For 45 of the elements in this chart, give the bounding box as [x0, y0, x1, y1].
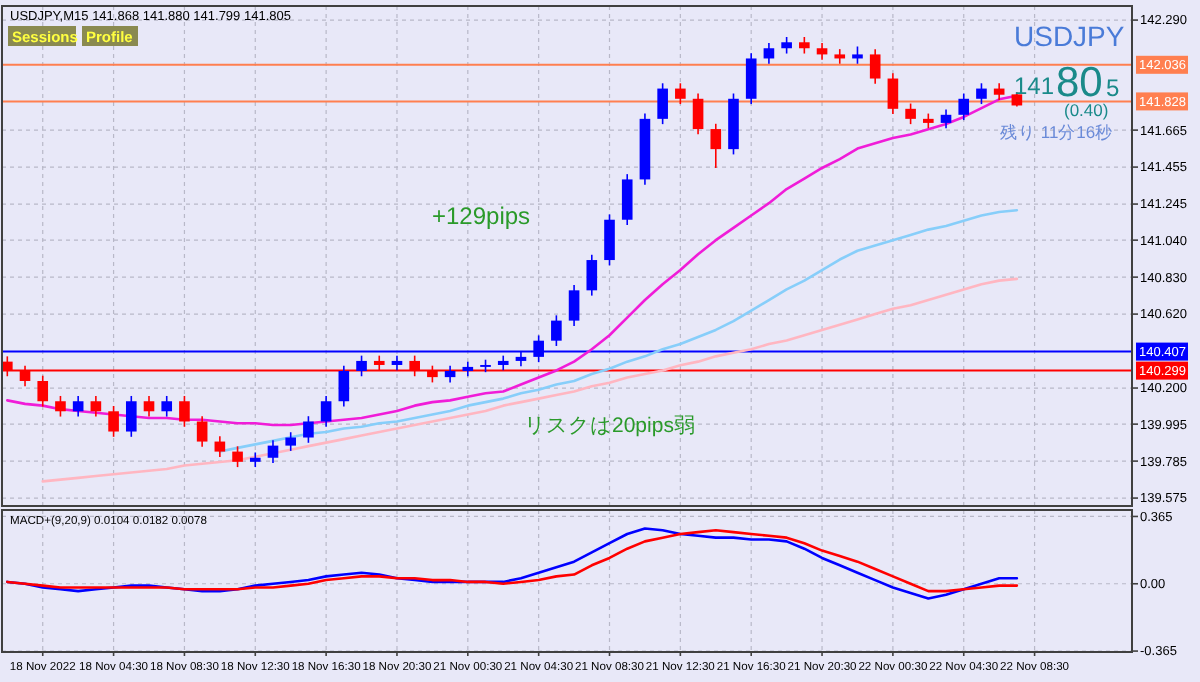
text: 80 [1056, 60, 1103, 106]
candlestick [338, 364, 350, 408]
annotation: 141 [1014, 72, 1055, 100]
candlestick [55, 395, 66, 418]
candlestick [976, 82, 987, 105]
candlestick [745, 52, 757, 105]
candlestick [940, 108, 952, 129]
candlestick [958, 92, 970, 121]
candlestick [675, 82, 686, 105]
text: (0.40) [1064, 100, 1109, 120]
candlestick [692, 92, 704, 136]
candlestick [657, 82, 668, 125]
candlestick [232, 445, 243, 468]
candlestick [72, 395, 84, 418]
annotation: USDJPY [1014, 20, 1126, 52]
annotation: 残り 11分16秒 [1000, 122, 1114, 142]
candlestick [214, 435, 226, 458]
candlestick [108, 405, 119, 438]
candlestick [869, 48, 881, 85]
candlestick [303, 415, 314, 444]
candlestick [285, 431, 297, 452]
candlestick [179, 395, 190, 428]
candlestick [887, 72, 899, 115]
candlestick [320, 395, 332, 428]
candlestick [710, 122, 722, 169]
candlestick [90, 395, 102, 418]
candlestick [249, 451, 261, 468]
annotation: +129pips [432, 202, 531, 230]
candlestick [125, 395, 137, 438]
candlestick [905, 102, 916, 125]
candlestick [604, 213, 615, 267]
annotation: リスクは20pips弱 [524, 414, 696, 438]
candlestick [568, 284, 580, 327]
candlestick [834, 48, 846, 65]
candlestick [143, 395, 155, 418]
line-series [41, 277, 1019, 483]
candlestick [196, 415, 208, 448]
candlestick [763, 42, 775, 65]
text: 5 [1106, 74, 1120, 102]
candlestick [267, 439, 279, 464]
candlestick [621, 173, 633, 226]
candlestick [161, 395, 173, 418]
candlestick [37, 374, 49, 408]
candlestick [586, 253, 598, 297]
candlestick [551, 314, 562, 347]
